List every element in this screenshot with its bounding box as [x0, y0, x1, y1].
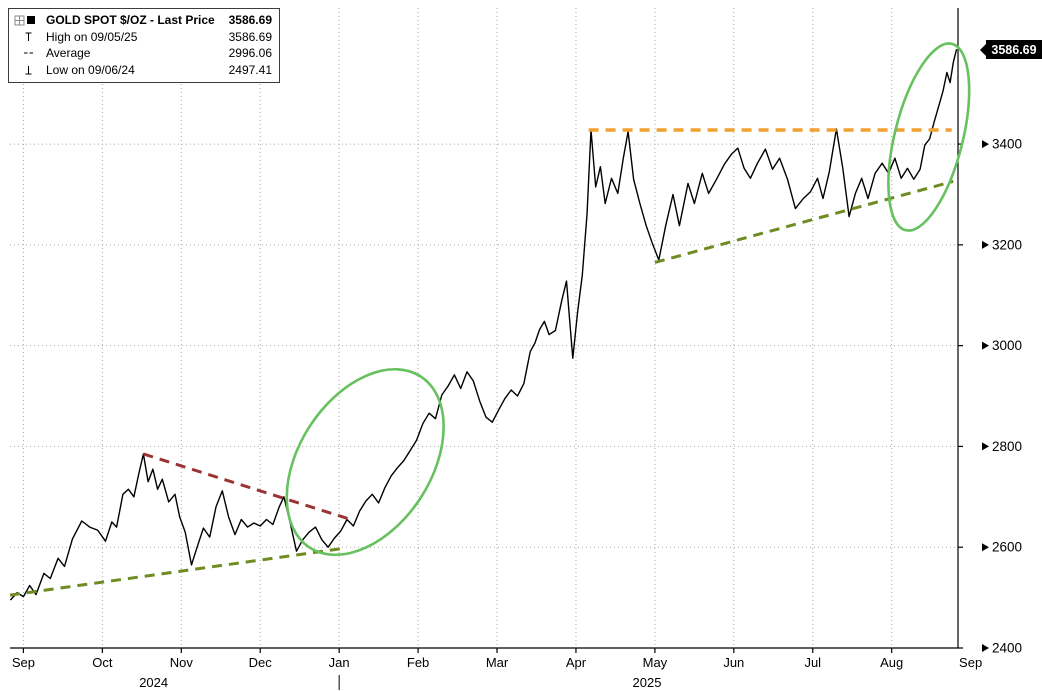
legend-chart-icon [14, 15, 25, 26]
month-label: Apr [566, 655, 587, 670]
month-label: Nov [170, 655, 194, 670]
last-price-value: 3586.69 [991, 42, 1037, 57]
month-label: Sep [959, 655, 982, 670]
legend-series-label: GOLD SPOT $/OZ - Last Price [46, 13, 215, 28]
year-label: 2025 [633, 675, 662, 690]
y-axis-label: 3400 [992, 137, 1022, 152]
legend-average-value: 2996.06 [228, 46, 272, 61]
breakout-aug-2025-ellipse [887, 42, 971, 232]
legend-high-icon-cell [14, 31, 46, 43]
legend-average-icon-cell [14, 47, 46, 59]
month-label: Mar [486, 655, 509, 670]
legend-high-row: High on 09/05/25 3586.69 [14, 29, 272, 46]
month-label: Dec [249, 655, 273, 670]
month-label: Feb [407, 655, 429, 670]
month-label: Aug [880, 655, 903, 670]
y-axis-label: 3000 [992, 338, 1022, 353]
low-marker-icon [25, 65, 32, 75]
chart-legend: GOLD SPOT $/OZ - Last Price 3586.69 High… [8, 8, 280, 83]
legend-low-icon-cell [14, 64, 46, 76]
month-label: Jan [329, 655, 350, 670]
series-swatch-icon [27, 16, 35, 25]
legend-average-label: Average [46, 46, 91, 61]
legend-series-row: GOLD SPOT $/OZ - Last Price 3586.69 [14, 12, 272, 29]
month-label: May [643, 655, 668, 670]
legend-high-value: 3586.69 [228, 29, 272, 44]
legend-series-value: 3586.69 [228, 13, 272, 28]
high-marker-icon [25, 32, 32, 41]
y-axis-label: 2600 [992, 540, 1022, 555]
y-tick-arrow-icon [982, 543, 989, 552]
ascending-support-2024-trendline [9, 546, 345, 597]
y-tick-arrow-icon [982, 140, 989, 149]
breakout-jan-2025-ellipse [285, 367, 445, 557]
year-label: 2024 [139, 675, 168, 690]
y-axis-label: 2800 [992, 439, 1022, 454]
legend-high-label: High on 09/05/25 [46, 29, 138, 44]
month-label: Jul [804, 655, 821, 670]
month-label: Oct [92, 655, 113, 670]
month-label: Sep [12, 655, 35, 670]
legend-low-value: 2497.41 [228, 62, 272, 77]
legend-low-row: Low on 09/06/24 2497.41 [14, 62, 272, 79]
legend-low-label: Low on 09/06/24 [46, 62, 135, 77]
last-price-tag: 3586.69 [980, 40, 1042, 60]
y-tick-arrow-icon [982, 644, 989, 652]
y-axis-label: 2400 [992, 641, 1022, 656]
y-axis-label: 3200 [992, 237, 1022, 252]
descending-resistance-2024-trendline [142, 452, 352, 521]
legend-series-icons [14, 15, 46, 26]
y-tick-arrow-icon [982, 341, 989, 350]
legend-average-row: Average 2996.06 [14, 45, 272, 62]
ascending-support-2025-trendline [654, 179, 954, 264]
month-label: Jun [723, 655, 744, 670]
price-line [10, 49, 958, 601]
y-tick-arrow-icon [982, 442, 989, 451]
average-marker-icon [24, 52, 33, 54]
y-tick-arrow-icon [982, 240, 989, 249]
